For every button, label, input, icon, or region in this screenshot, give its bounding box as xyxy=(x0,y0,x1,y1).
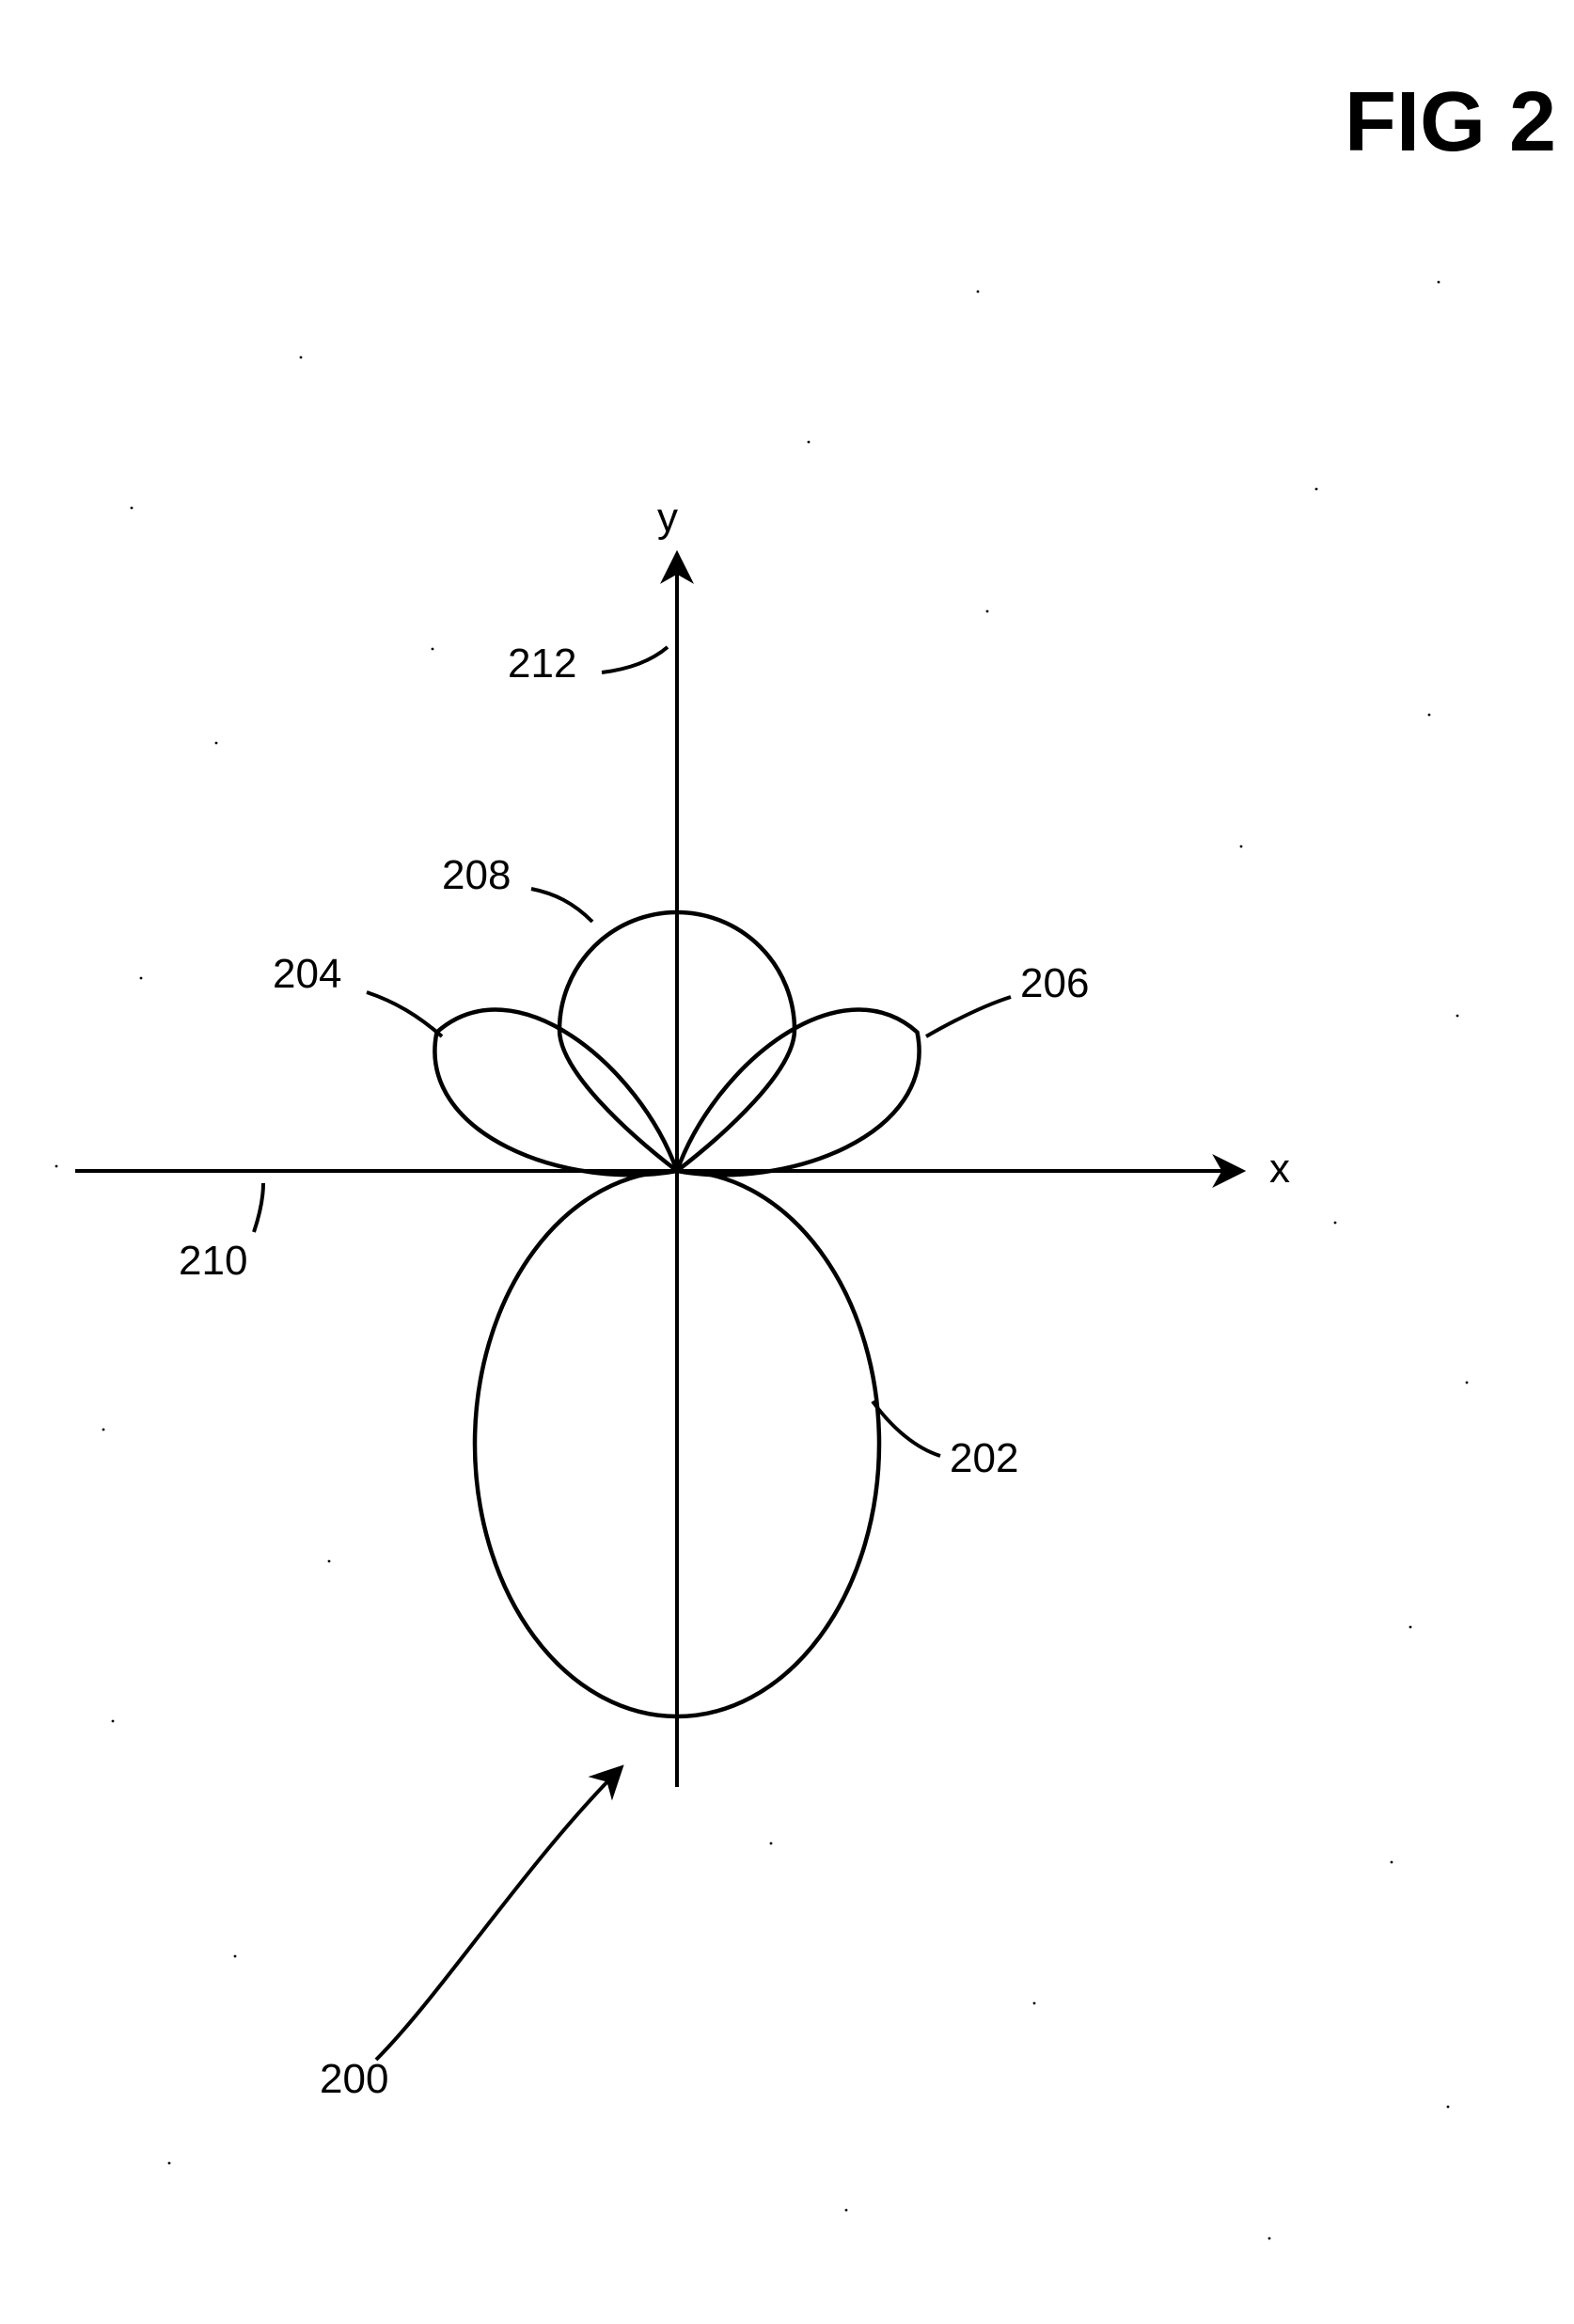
callouts: 200 202 204 206 208 210 212 xyxy=(179,640,1089,2102)
callout-label-208: 208 xyxy=(442,852,511,898)
callout-leader-212 xyxy=(602,647,668,672)
x-axis-label: x xyxy=(1269,1146,1290,1192)
right-side-lobe xyxy=(677,1010,920,1176)
callout-label-206: 206 xyxy=(1020,960,1089,1006)
callout-label-200: 200 xyxy=(320,2056,388,2102)
left-side-lobe xyxy=(434,1010,677,1176)
callout-label-212: 212 xyxy=(508,640,576,687)
callout-leader-200 xyxy=(376,1768,621,2060)
callout-leader-208 xyxy=(531,889,592,922)
callout-label-210: 210 xyxy=(179,1238,247,1284)
y-axis-label: y xyxy=(657,495,678,541)
speckles xyxy=(55,281,1469,2240)
figure-canvas: x y 200 202 204 206 208 210 212 FIG 2 xyxy=(0,0,1574,2324)
callout-leader-210 xyxy=(254,1183,263,1232)
callout-leader-202 xyxy=(873,1401,940,1456)
callout-leader-206 xyxy=(926,997,1011,1036)
callout-leader-204 xyxy=(367,992,442,1036)
callout-label-202: 202 xyxy=(950,1435,1018,1481)
callout-label-204: 204 xyxy=(273,951,341,997)
figure-title: FIG 2 xyxy=(1345,75,1556,169)
